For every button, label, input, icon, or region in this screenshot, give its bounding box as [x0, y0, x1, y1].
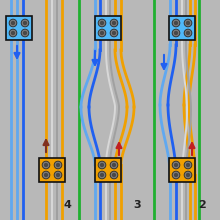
FancyBboxPatch shape — [95, 16, 121, 40]
Circle shape — [174, 22, 178, 24]
Circle shape — [57, 163, 59, 167]
FancyBboxPatch shape — [169, 16, 195, 40]
Circle shape — [174, 163, 178, 167]
Text: 2: 2 — [198, 200, 206, 210]
Circle shape — [42, 161, 50, 169]
Circle shape — [174, 31, 178, 35]
Circle shape — [42, 171, 50, 179]
Circle shape — [98, 171, 106, 179]
FancyBboxPatch shape — [95, 158, 121, 182]
Circle shape — [9, 29, 17, 37]
Circle shape — [101, 22, 103, 24]
Circle shape — [112, 174, 116, 176]
Circle shape — [184, 161, 192, 169]
Circle shape — [21, 29, 29, 37]
Circle shape — [11, 31, 15, 35]
Circle shape — [187, 163, 189, 167]
Circle shape — [187, 22, 189, 24]
Circle shape — [112, 163, 116, 167]
Circle shape — [54, 161, 62, 169]
Circle shape — [187, 174, 189, 176]
Circle shape — [101, 31, 103, 35]
Circle shape — [172, 161, 180, 169]
Circle shape — [57, 174, 59, 176]
Circle shape — [101, 174, 103, 176]
Circle shape — [187, 31, 189, 35]
Circle shape — [110, 29, 118, 37]
Circle shape — [112, 22, 116, 24]
Circle shape — [184, 29, 192, 37]
Circle shape — [110, 19, 118, 27]
Text: 3: 3 — [133, 200, 141, 210]
Circle shape — [54, 171, 62, 179]
FancyBboxPatch shape — [6, 16, 32, 40]
Circle shape — [44, 163, 48, 167]
Circle shape — [112, 31, 116, 35]
Circle shape — [172, 29, 180, 37]
Circle shape — [98, 19, 106, 27]
FancyBboxPatch shape — [169, 158, 195, 182]
Circle shape — [172, 171, 180, 179]
Circle shape — [21, 19, 29, 27]
Circle shape — [9, 19, 17, 27]
Circle shape — [44, 174, 48, 176]
Circle shape — [184, 171, 192, 179]
Circle shape — [172, 19, 180, 27]
Circle shape — [11, 22, 15, 24]
Circle shape — [98, 29, 106, 37]
Circle shape — [184, 19, 192, 27]
Circle shape — [24, 22, 26, 24]
Circle shape — [24, 31, 26, 35]
Circle shape — [174, 174, 178, 176]
FancyBboxPatch shape — [39, 158, 65, 182]
Circle shape — [101, 163, 103, 167]
Text: 4: 4 — [63, 200, 71, 210]
Circle shape — [110, 161, 118, 169]
Circle shape — [110, 171, 118, 179]
Circle shape — [98, 161, 106, 169]
